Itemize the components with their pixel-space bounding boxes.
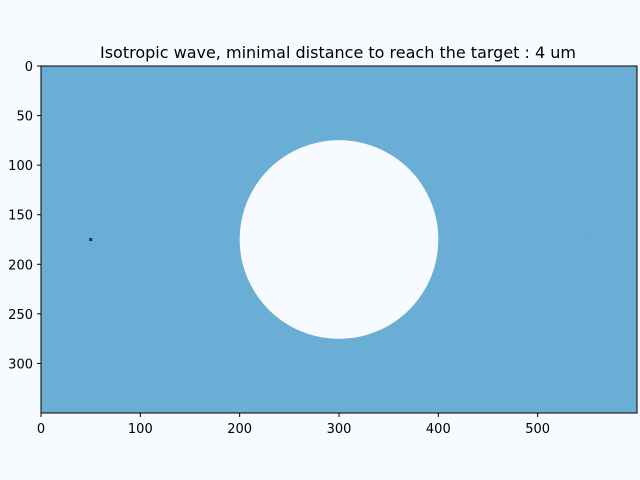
y-tick-label: 0 <box>25 60 33 75</box>
y-tick-label: 250 <box>8 308 33 323</box>
source-marker <box>89 238 93 241</box>
x-axis: 0 100 200 300 400 500 <box>37 413 550 437</box>
y-tick-label: 150 <box>8 209 33 224</box>
chart-title: Isotropic wave, minimal distance to reac… <box>100 43 576 62</box>
y-axis: 0 50 100 150 200 250 300 <box>8 60 41 372</box>
x-tick-label: 0 <box>37 422 45 437</box>
target-marker <box>586 239 588 240</box>
y-tick-label: 100 <box>8 159 33 174</box>
y-tick-label: 50 <box>16 110 33 125</box>
x-tick-label: 100 <box>128 422 153 437</box>
y-tick-label: 200 <box>8 258 33 273</box>
obstacle-circle <box>239 140 439 339</box>
plot-area <box>40 65 638 414</box>
x-tick-label: 200 <box>227 422 252 437</box>
y-tick-label: 300 <box>8 357 33 372</box>
x-tick-label: 400 <box>426 422 451 437</box>
x-tick-label: 300 <box>327 422 352 437</box>
x-tick-label: 500 <box>525 422 550 437</box>
